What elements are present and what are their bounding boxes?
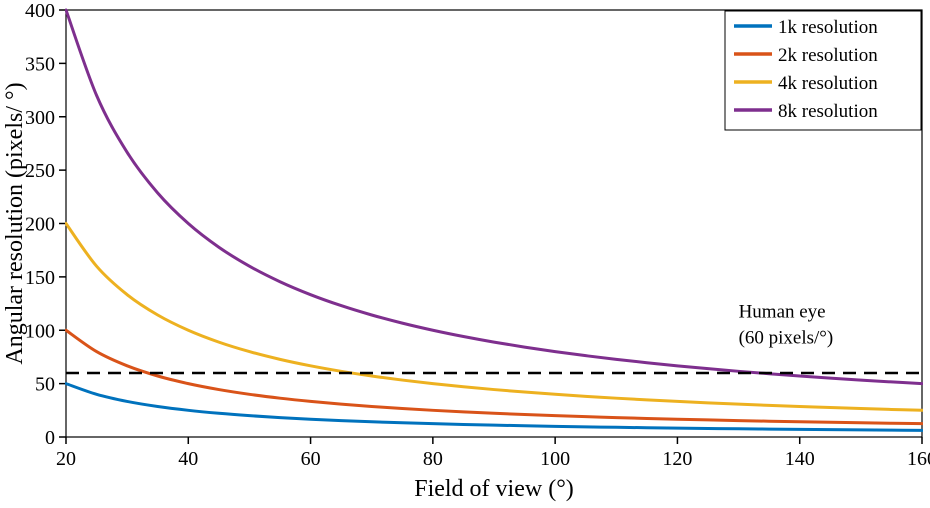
y-tick-label: 300	[25, 107, 55, 129]
human-eye-annotation-line2: (60 pixels/°)	[739, 327, 834, 348]
x-axis-title: Field of view (°)	[414, 476, 574, 502]
y-tick-label: 200	[25, 214, 55, 236]
x-tick-label: 120	[662, 448, 692, 470]
y-tick-label: 250	[25, 160, 55, 182]
y-axis-title: Angular resolution (pixels/ °)	[2, 82, 28, 364]
legend-label-1k: 1k resolution	[778, 17, 878, 38]
x-tick-label: 20	[56, 448, 76, 470]
y-tick-label: 400	[25, 0, 55, 22]
x-tick-label: 160	[907, 448, 930, 470]
legend-label-8k: 8k resolution	[778, 101, 878, 122]
legend-label-2k: 2k resolution	[778, 45, 878, 66]
x-tick-label: 140	[785, 448, 815, 470]
y-tick-label: 350	[25, 53, 55, 75]
x-tick-label: 80	[423, 448, 443, 470]
y-tick-label: 100	[25, 320, 55, 342]
series-line-1k	[65, 382, 923, 432]
series-group	[65, 8, 923, 432]
y-tick-label: 50	[35, 374, 55, 396]
x-tick-label: 40	[178, 448, 198, 470]
series-line-2k	[65, 328, 923, 426]
x-tick-label: 60	[301, 448, 321, 470]
x-tick-label: 100	[540, 448, 570, 470]
series-line-4k	[65, 222, 923, 412]
y-tick-label: 0	[45, 427, 55, 449]
y-tick-label: 150	[25, 267, 55, 289]
series-line-8k	[65, 8, 923, 386]
human-eye-annotation-line1: Human eye	[739, 301, 826, 322]
legend-label-4k: 4k resolution	[778, 73, 878, 94]
